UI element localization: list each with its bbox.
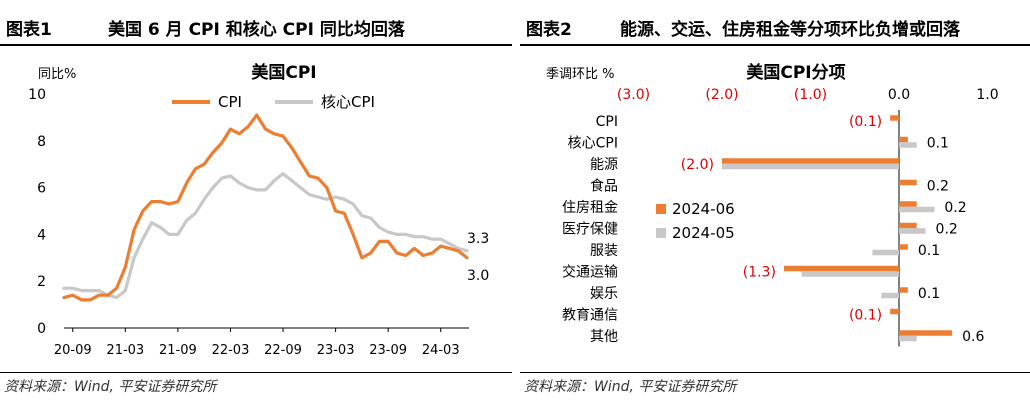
- chart-title: 美国CPI分项: [746, 62, 845, 83]
- source-note: 资料来源：Wind, 平安证券研究所: [4, 379, 217, 395]
- panel-header: 图表1 美国 6 月 CPI 和核心 CPI 同比均回落: [0, 15, 512, 45]
- bar-2024-05: [801, 271, 899, 277]
- data-label: (1.3): [743, 264, 776, 280]
- x-tick-label: 20-09: [54, 343, 92, 358]
- bar-2024-06: [722, 158, 899, 164]
- legend-label: 核心CPI: [321, 93, 375, 111]
- data-label: 0.2: [944, 200, 966, 216]
- panel-header: 图表2 能源、交运、住房租金等分项环比负增或回落: [520, 15, 1030, 45]
- y-tick-label: 8: [37, 134, 46, 150]
- legend-swatch: [656, 228, 666, 238]
- data-label: (0.1): [849, 114, 882, 130]
- category-label: 医疗保健: [562, 221, 618, 237]
- bar-2024-06: [890, 308, 899, 315]
- cpi-components-bar-chart: 季调环比 % 美国CPI分项 (3.0) (2.0) (1.0) 0.0 1.0 CPI (0.…: [546, 62, 999, 347]
- bar-2024-06: [899, 201, 917, 207]
- x-tick-label: 23-03: [317, 343, 355, 358]
- bar-2024-05: [899, 228, 926, 234]
- figure-number: 图表2: [526, 20, 572, 40]
- bar-2024-06: [890, 115, 899, 121]
- y-tick-label: 4: [37, 227, 46, 243]
- y-tick-label: 0: [37, 321, 46, 337]
- x-tick-label: (1.0): [794, 87, 827, 103]
- legend-swatch: [656, 204, 666, 214]
- bar-2024-05: [899, 206, 935, 213]
- x-tick-label: 1.0: [976, 87, 998, 103]
- chart-panel-cpi: 图表1 美国 6 月 CPI 和核心 CPI 同比均回落 同比% 美国CPI 0 2 4…: [0, 0, 512, 412]
- series-line-core-cpi: [62, 171, 469, 300]
- chart-panel-components: 图表2 能源、交运、住房租金等分项环比负增或回落 季调环比 % 美国CPI分项 (3…: [520, 0, 1030, 412]
- x-tick-label: 22-09: [264, 343, 302, 358]
- x-tick-label: (2.0): [705, 87, 738, 103]
- category-label: 能源: [590, 157, 618, 173]
- series-line-cpi: [62, 113, 469, 302]
- bar-2024-06: [899, 244, 908, 250]
- figure-heading: 能源、交运、住房租金等分项环比负增或回落: [620, 20, 960, 40]
- bar-2024-06: [783, 265, 899, 272]
- x-axis-label: 季调环比 %: [546, 67, 615, 82]
- y-tick-label: 6: [37, 181, 46, 197]
- category-label: 教育通信: [562, 307, 618, 323]
- data-label: 0.1: [918, 286, 940, 302]
- x-tick-label: 21-09: [159, 343, 197, 358]
- bar-2024-05: [881, 292, 899, 299]
- y-axis-label: 同比%: [38, 67, 76, 82]
- y-tick-label: 10: [28, 87, 46, 103]
- category-label: 娱乐: [590, 286, 618, 302]
- category-label: 交通运输: [562, 263, 618, 280]
- y-tick-label: 2: [37, 274, 46, 290]
- source-rule: [520, 372, 1030, 373]
- figure-number: 图表1: [6, 20, 52, 40]
- x-tick-label: 24-03: [422, 343, 460, 358]
- source-note: 资料来源：Wind, 平安证券研究所: [524, 379, 737, 395]
- data-label: (2.0): [681, 157, 714, 173]
- category-label: 住房租金: [562, 200, 618, 216]
- bar-2024-05: [899, 335, 917, 342]
- legend-label: CPI: [218, 93, 242, 111]
- data-label: 0.1: [927, 135, 949, 151]
- figure-heading: 美国 6 月 CPI 和核心 CPI 同比均回落: [108, 20, 405, 40]
- data-label: 0.6: [962, 329, 984, 345]
- bar-2024-05: [722, 163, 899, 170]
- legend-label: 2024-06: [672, 200, 735, 218]
- category-label: 核心CPI: [568, 135, 618, 151]
- data-label: 0.1: [918, 243, 940, 259]
- bar-2024-06: [899, 179, 917, 186]
- x-tick-label: 23-09: [369, 343, 407, 358]
- bar-2024-06: [899, 287, 908, 293]
- data-label: 0.2: [936, 221, 958, 237]
- bar-2024-05: [872, 249, 899, 256]
- category-label: CPI: [596, 114, 618, 130]
- category-label: 服装: [590, 243, 618, 259]
- cpi-line-chart: 同比% 美国CPI 0 2 4 6 8 10 20-09 21-03 21-09 22-03 22-09…: [28, 62, 489, 358]
- data-label: (0.1): [849, 307, 882, 323]
- data-label: 0.2: [927, 178, 949, 194]
- bar-2024-05: [899, 142, 917, 148]
- category-label: 食品: [590, 177, 618, 194]
- end-label-core-cpi: 3.3: [467, 231, 489, 247]
- header-rule: [0, 44, 512, 46]
- x-tick-label: (3.0): [617, 87, 650, 103]
- bar-2024-06: [899, 222, 917, 229]
- x-tick-label: 21-03: [106, 343, 144, 358]
- chart-title: 美国CPI: [251, 62, 316, 83]
- end-label-cpi: 3.0: [467, 268, 489, 284]
- x-tick-label: 22-03: [212, 343, 250, 358]
- legend-label: 2024-05: [672, 224, 735, 242]
- x-tick-label: 0.0: [888, 87, 910, 103]
- bar-2024-06: [899, 330, 953, 336]
- bar-2024-06: [899, 136, 908, 143]
- source-rule: [0, 372, 512, 373]
- category-label: 其他: [590, 329, 618, 345]
- header-rule: [520, 44, 1030, 46]
